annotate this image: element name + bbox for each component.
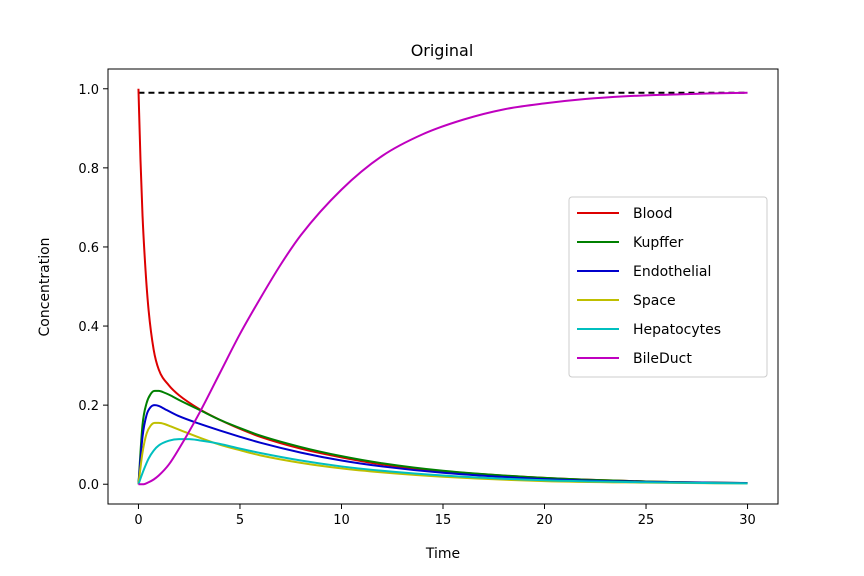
legend-label: Hepatocytes (633, 322, 721, 338)
x-tick-label: 5 (236, 513, 244, 528)
x-tick-label: 0 (134, 513, 142, 528)
legend-label: Space (633, 293, 676, 309)
legend-box (568, 196, 768, 378)
chart-title: Original (411, 41, 474, 60)
series-line-kupffer (137, 389, 748, 485)
y-tick-label: 0.2 (78, 399, 99, 414)
plot-area (137, 88, 748, 486)
series-line-hepatocytes (137, 438, 748, 485)
y-tick-label: 1.0 (78, 83, 99, 98)
series-line-bileduct (138, 91, 748, 486)
y-tick-label: 0.8 (78, 162, 99, 177)
y-tick-label: 0.6 (78, 241, 99, 256)
x-tick-label: 15 (435, 513, 452, 528)
x-tick-label: 30 (739, 513, 756, 528)
y-axis-label: Concentration (37, 237, 53, 336)
x-axis: 0 5 10 15 20 25 30 (134, 504, 756, 528)
y-axis: 0.0 0.2 0.4 0.6 0.8 1.0 (78, 83, 108, 493)
y-tick-label: 0.4 (78, 320, 99, 335)
legend-label: Kupffer (633, 235, 684, 251)
series-line-endothelial (137, 404, 748, 485)
legend-label: Blood (633, 206, 673, 222)
x-tick-label: 25 (638, 513, 655, 528)
x-tick-label: 10 (333, 513, 350, 528)
legend: Blood Kupffer Endothelial Space Hepatocytes B… (568, 196, 768, 378)
x-tick-label: 20 (536, 513, 553, 528)
x-axis-label: Time (425, 546, 460, 562)
y-tick-label: 0.0 (78, 478, 99, 493)
legend-label: BileDuct (633, 351, 692, 367)
legend-label: Endothelial (633, 264, 711, 280)
